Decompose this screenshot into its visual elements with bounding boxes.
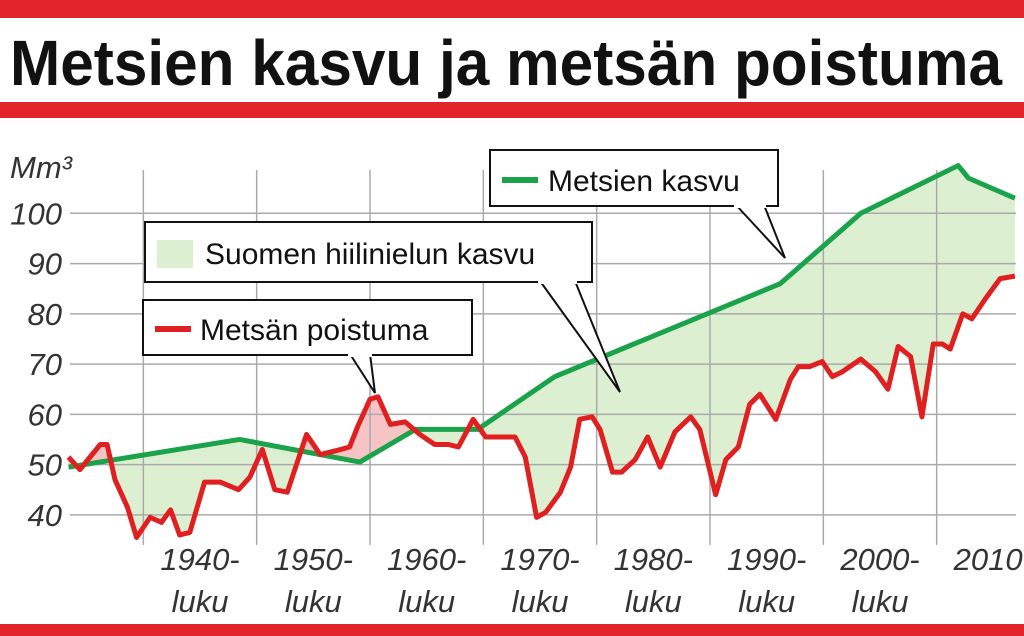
legend-label: Metsien kasvu xyxy=(548,165,740,198)
chart-title: Metsien kasvu ja metsän poistuma xyxy=(10,27,1002,99)
callouts: Metsien kasvu Suomen hiilinielun kasvu M… xyxy=(142,149,786,394)
y-tick-label: 60 xyxy=(28,397,62,432)
x-tick-label: 1950-luku xyxy=(274,542,353,619)
x-tick-label: 2010- xyxy=(953,542,1024,577)
x-tick-label: 2000-luku xyxy=(839,542,919,619)
title-bar xyxy=(0,102,1024,118)
y-tick-label: 40 xyxy=(28,498,62,533)
x-tick-label: 1970-luku xyxy=(500,542,579,619)
x-tick-label: 1990-luku xyxy=(727,542,806,619)
legend-swatch xyxy=(157,240,193,268)
pointer xyxy=(348,353,376,394)
callout-box xyxy=(144,221,593,283)
series-line xyxy=(66,273,1016,540)
y-tick-label: 100 xyxy=(10,196,62,231)
pointer-join xyxy=(538,280,577,284)
callout-box xyxy=(142,299,473,356)
legend-label: Metsän poistuma xyxy=(200,314,429,347)
y-tick-label: 90 xyxy=(28,247,62,282)
x-tick-label: 1980-luku xyxy=(614,542,693,619)
y-tick-label: 50 xyxy=(28,448,62,483)
y-axis-label: Mm³ xyxy=(10,150,74,185)
top-bar xyxy=(0,0,1024,18)
legend-label: Suomen hiilinielun kasvu xyxy=(205,238,535,271)
y-tick-label: 80 xyxy=(28,297,62,332)
x-tick-label: 1960-luku xyxy=(387,542,466,619)
pointer-join xyxy=(348,353,372,357)
bottom-bar xyxy=(0,624,1024,636)
pointer-join xyxy=(734,204,766,208)
plot: 40 50 60 70 80 90 100 1940-luku 1950-luku 1960-lu… xyxy=(10,163,1024,619)
x-tick-label: 1940-luku xyxy=(160,542,239,619)
y-tick-label: 70 xyxy=(28,347,62,382)
